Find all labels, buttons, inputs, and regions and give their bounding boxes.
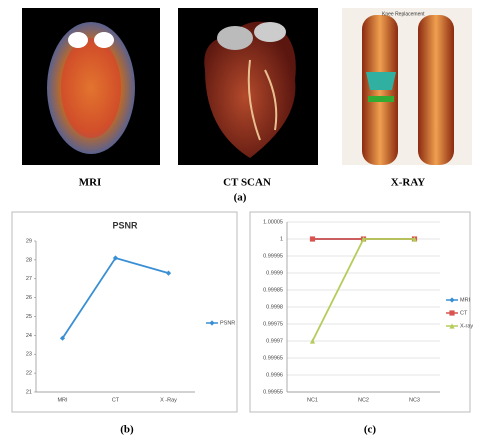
legend-label: CT — [460, 310, 468, 316]
y-tick-label: 1 — [280, 236, 283, 242]
legend-label: PSNR — [220, 320, 235, 326]
image-caption: MRI — [79, 177, 102, 189]
x-tick-label: NC1 — [307, 397, 318, 403]
legend-label: MRI — [460, 297, 471, 303]
figure: Knee Replacement MRI CT SCAN X-RAY (a) (… — [0, 0, 481, 440]
y-tick-label: 0.99975 — [263, 321, 283, 327]
y-tick-label: 0.99985 — [263, 287, 283, 293]
y-tick-label: 28 — [26, 257, 32, 263]
xray-image: Knee Replacement — [342, 8, 472, 165]
mri-image — [22, 8, 160, 165]
chart-frame — [12, 212, 237, 412]
chart-title: PSNR — [112, 220, 138, 230]
x-tick-label: NC2 — [358, 397, 369, 403]
y-tick-label: 0.9996 — [266, 372, 283, 378]
y-tick-label: 1.00005 — [263, 219, 283, 225]
y-tick-label: 21 — [26, 389, 32, 395]
image-overlay-text: Knee Replacement — [382, 11, 425, 17]
y-tick-label: 29 — [26, 238, 32, 244]
y-tick-label: 0.9998 — [266, 304, 283, 310]
y-tick-label: 0.99965 — [263, 355, 283, 361]
image-caption: CT SCAN — [223, 177, 271, 189]
legend-label: X-ray — [460, 323, 473, 329]
x-tick-label: NC3 — [409, 397, 420, 403]
y-tick-label: 0.99955 — [263, 389, 283, 395]
marker — [449, 310, 454, 315]
y-tick-label: 27 — [26, 276, 32, 282]
y-tick-label: 0.9999 — [266, 270, 283, 276]
marker — [310, 236, 315, 241]
x-tick-label: X -Ray — [160, 397, 177, 403]
y-tick-label: 22 — [26, 371, 32, 377]
y-tick-label: 0.9997 — [266, 338, 283, 344]
x-tick-label: CT — [112, 397, 120, 403]
y-tick-label: 24 — [26, 333, 32, 339]
y-tick-label: 25 — [26, 314, 32, 320]
chart-frame — [250, 212, 470, 412]
panel-label: (a) — [234, 192, 247, 204]
panel-label: (b) — [120, 424, 134, 436]
y-tick-label: 0.99995 — [263, 253, 283, 259]
y-tick-label: 23 — [26, 352, 32, 358]
y-tick-label: 26 — [26, 295, 32, 301]
ct-image — [178, 8, 318, 165]
x-tick-label: MRI — [57, 397, 68, 403]
image-caption: X-RAY — [391, 177, 425, 189]
panel-label: (c) — [364, 424, 377, 436]
